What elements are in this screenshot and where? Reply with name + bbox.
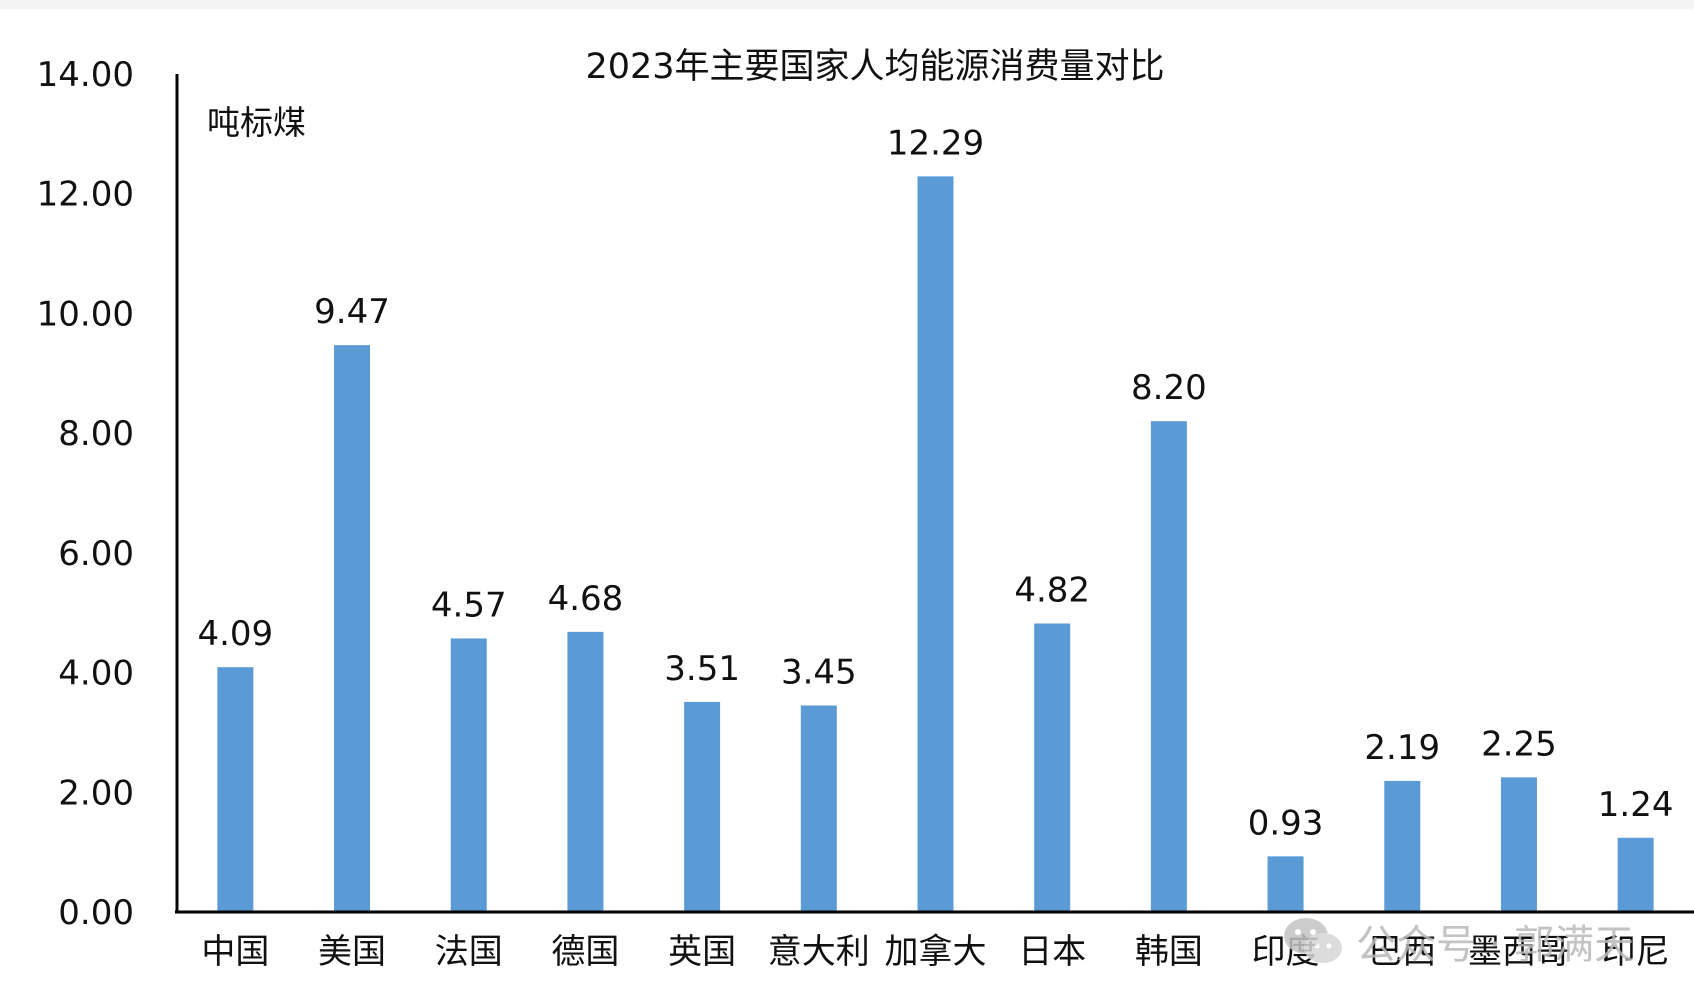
bar-value-label: 2.19 (1364, 728, 1440, 768)
y-tick-label: 2.00 (58, 773, 134, 813)
bar-value-label: 1.24 (1598, 785, 1674, 825)
bar-value-label: 4.09 (197, 614, 273, 654)
bars (217, 176, 1654, 913)
bar-value-label: 9.47 (314, 292, 390, 332)
bar-value-label: 3.45 (781, 652, 857, 692)
bar (1267, 856, 1304, 912)
y-tick-label: 8.00 (58, 414, 134, 454)
x-tick-label: 巴西 (1368, 932, 1436, 972)
bar (800, 705, 837, 912)
x-tick-label: 法国 (435, 932, 503, 972)
x-tick-label: 日本 (1018, 932, 1086, 972)
watermark-text: 公众号 · 郭满天 (1356, 922, 1635, 968)
bar (1034, 623, 1071, 912)
y-tick-label: 10.00 (37, 294, 134, 334)
chart-title: 2023年主要国家人均能源消费量对比 (585, 47, 1164, 87)
bar (217, 667, 254, 912)
bar-value-label: 8.20 (1131, 368, 1207, 408)
wechat-icon (1284, 918, 1342, 963)
bar (334, 345, 371, 913)
x-tick-label: 英国 (668, 932, 736, 972)
y-tick-label: 6.00 (58, 534, 134, 574)
bar-value-label: 12.29 (887, 123, 984, 163)
bar (1150, 421, 1187, 912)
y-tick-label: 4.00 (58, 654, 134, 694)
bar-value-label: 4.68 (548, 579, 624, 619)
bar (1617, 837, 1654, 912)
y-tick-label: 0.00 (58, 893, 134, 933)
bar-value-label: 0.93 (1248, 803, 1324, 843)
x-tick-label: 印尼 (1602, 932, 1670, 972)
bar-value-label: 2.25 (1481, 724, 1557, 764)
bar (450, 638, 487, 912)
y-axis-ticks: 0.00 2.00 4.00 6.00 8.00 10.00 12.00 14.00 (37, 55, 134, 933)
x-tick-label: 加拿大 (885, 932, 987, 972)
bar-value-label: 4.57 (431, 585, 507, 625)
bar-value-label: 3.51 (664, 649, 740, 689)
x-tick-label: 墨西哥 (1468, 932, 1570, 972)
top-strip (0, 0, 1694, 9)
x-tick-label: 德国 (551, 932, 619, 972)
x-tick-label: 意大利 (768, 932, 870, 972)
bar (567, 631, 604, 912)
bar-value-label: 4.82 (1014, 570, 1090, 610)
watermark: 公众号 · 郭满天 (1282, 906, 1634, 976)
unit-label: 吨标煤 (207, 103, 306, 142)
bar (684, 701, 721, 912)
x-axis-ticks: 中国 美国 法国 德国 英国 意大利 加拿大 日本 韩国 印度 巴西 墨西哥 印尼 (201, 932, 1669, 972)
bar (1500, 777, 1537, 912)
x-tick-label: 韩国 (1135, 932, 1203, 972)
y-tick-label: 12.00 (37, 175, 134, 215)
bar-value-labels: 4.09 9.47 4.57 4.68 3.51 3.45 12.29 4.82 8.20 0.9… (197, 123, 1673, 843)
x-tick-label: 美国 (318, 932, 386, 972)
x-tick-label: 中国 (201, 932, 269, 972)
y-tick-label: 14.00 (37, 55, 134, 95)
bar (1384, 780, 1421, 912)
bar (917, 176, 954, 912)
